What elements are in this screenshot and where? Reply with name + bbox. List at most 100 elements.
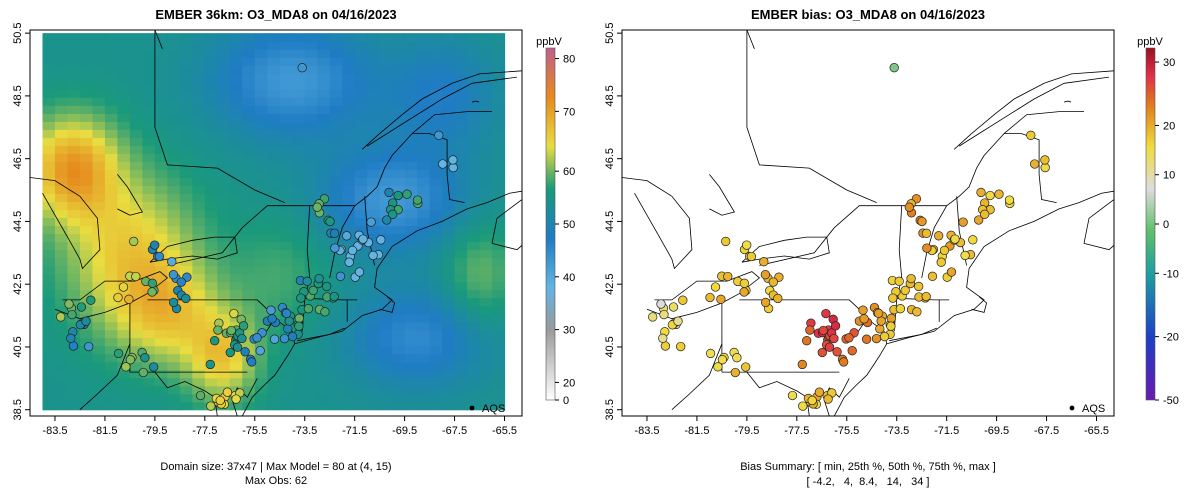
heatmap-cell xyxy=(92,57,106,66)
heatmap-cell xyxy=(379,257,393,267)
heatmap-cell xyxy=(479,353,493,363)
heatmap-cell xyxy=(154,377,168,387)
heatmap-cell xyxy=(204,153,218,162)
heatmap-cell xyxy=(117,241,131,251)
heatmap-cell xyxy=(354,321,368,331)
heatmap-cell xyxy=(492,177,506,186)
map-border-line xyxy=(671,343,723,410)
heatmap-cell xyxy=(392,321,406,331)
heatmap-cell xyxy=(392,305,406,315)
heatmap-cell xyxy=(479,81,493,90)
colorbar-tick-label: -10 xyxy=(1163,268,1179,280)
heatmap-cell xyxy=(104,145,119,154)
heatmap-cell xyxy=(454,257,468,267)
obs-point xyxy=(314,273,324,284)
map-border-line xyxy=(79,343,131,410)
heatmap-cell xyxy=(417,281,431,291)
heatmap-cell xyxy=(129,281,143,291)
heatmap-cell xyxy=(42,393,56,403)
heatmap-cell xyxy=(429,41,443,50)
heatmap-cell xyxy=(154,401,168,411)
heatmap-cell xyxy=(142,369,156,379)
heatmap-cell xyxy=(429,225,443,235)
heatmap-cell xyxy=(479,369,493,379)
heatmap-cell xyxy=(292,289,306,299)
y-tick-label: 46.5 xyxy=(604,148,616,169)
heatmap-cell xyxy=(292,41,306,50)
heatmap-cell xyxy=(292,249,306,259)
heatmap-cell xyxy=(54,393,69,403)
heatmap-cell xyxy=(329,73,343,82)
heatmap-cell xyxy=(454,369,468,379)
heatmap-cell xyxy=(404,377,418,387)
heatmap-cell xyxy=(117,89,131,98)
heatmap-cell xyxy=(117,329,131,339)
heatmap-cell xyxy=(342,97,356,106)
heatmap-cell xyxy=(354,369,368,379)
heatmap-cell xyxy=(242,57,256,66)
heatmap-cell xyxy=(104,393,119,403)
heatmap-cell xyxy=(267,273,281,283)
heatmap-cell xyxy=(329,249,343,259)
right-plot-frame xyxy=(621,29,1115,417)
heatmap-cell xyxy=(492,337,506,347)
bias-point xyxy=(976,187,986,198)
heatmap-cell xyxy=(242,385,256,395)
heatmap-cell xyxy=(217,209,231,219)
x-tick-label: -79.5 xyxy=(734,425,759,437)
bias-point xyxy=(768,277,778,287)
obs-point xyxy=(205,359,215,370)
heatmap-cell xyxy=(429,233,443,243)
heatmap-cell xyxy=(392,73,406,82)
heatmap-cell xyxy=(254,41,268,50)
heatmap-cell xyxy=(354,305,368,315)
bias-point xyxy=(797,359,807,370)
heatmap-cell xyxy=(129,137,143,146)
obs-point xyxy=(125,355,136,365)
heatmap-cell xyxy=(342,345,356,355)
heatmap-cell xyxy=(167,329,181,339)
heatmap-cell xyxy=(304,233,318,243)
heatmap-cell xyxy=(142,337,156,347)
heatmap-cell xyxy=(79,153,94,162)
heatmap-cell xyxy=(379,401,393,411)
heatmap-cell xyxy=(54,49,69,58)
colorbar-tick-label: 70 xyxy=(563,106,575,118)
heatmap-cell xyxy=(217,73,231,82)
heatmap-cell xyxy=(267,401,281,411)
heatmap-cell xyxy=(379,377,393,387)
heatmap-cell xyxy=(454,161,468,170)
colorbar-tick-label: 80 xyxy=(563,54,575,66)
obs-point xyxy=(206,401,216,411)
heatmap-cell xyxy=(354,81,368,90)
x-tick-label: -75.5 xyxy=(242,425,267,437)
heatmap-cell xyxy=(242,129,256,138)
obs-point xyxy=(154,251,165,262)
heatmap-cell xyxy=(229,169,243,178)
heatmap-cell xyxy=(442,241,456,251)
obs-point xyxy=(269,334,280,344)
map-border-line xyxy=(759,133,1057,266)
heatmap-cell xyxy=(267,137,281,146)
heatmap-cell xyxy=(304,73,318,82)
heatmap-cell xyxy=(417,137,431,146)
heatmap-cell xyxy=(42,337,56,347)
bias-point xyxy=(739,287,749,297)
heatmap-cell xyxy=(254,89,268,98)
heatmap-cell xyxy=(429,193,443,202)
heatmap-cell xyxy=(429,265,443,275)
heatmap-cell xyxy=(92,385,106,395)
heatmap-cell xyxy=(379,385,393,395)
heatmap-cell xyxy=(367,89,381,98)
heatmap-cell xyxy=(392,289,406,299)
heatmap-cell xyxy=(342,41,356,50)
heatmap-cell xyxy=(417,385,431,395)
heatmap-cell xyxy=(179,49,193,58)
heatmap-cell xyxy=(179,369,193,379)
heatmap-cell xyxy=(267,161,281,170)
heatmap-cell xyxy=(279,369,293,379)
heatmap-cell xyxy=(254,169,268,178)
heatmap-cell xyxy=(279,33,293,42)
heatmap-cell xyxy=(254,121,268,130)
heatmap-cell xyxy=(417,145,431,154)
